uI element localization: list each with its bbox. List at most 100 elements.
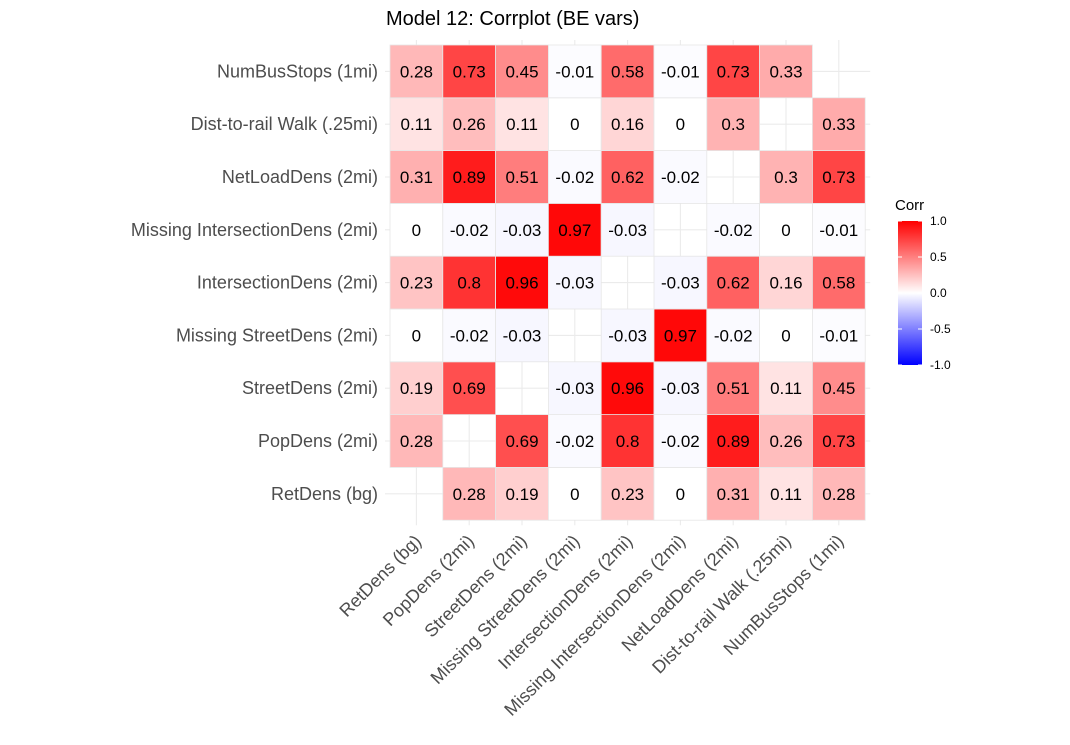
cell-value-label: 0.3 [721, 115, 745, 134]
y-tick-label: RetDens (bg) [271, 484, 378, 504]
cell-value-label: 0.45 [505, 62, 538, 81]
cell-value-label: -0.01 [819, 221, 858, 240]
heatmap-cell [548, 255, 602, 310]
heatmap-cell [442, 97, 496, 152]
cell-value-label: 0.58 [611, 62, 644, 81]
cell-value-label: -0.02 [714, 221, 753, 240]
cell-value-label: -0.02 [450, 221, 489, 240]
cell-value-label: 0.69 [453, 379, 486, 398]
cell-value-label: 0.23 [611, 485, 644, 504]
y-axis-labels: RetDens (bg) PopDens (2mi) StreetDens (2mi… [131, 61, 378, 503]
x-axis-labels: RetDens (bg)PopDens (2mi)StreetDens (2mi… [335, 531, 847, 720]
cell-value-label: -0.03 [555, 274, 594, 293]
cell-value-label: 0.31 [400, 168, 433, 187]
cell-value-label: 0.33 [769, 62, 802, 81]
heatmap-cell [812, 414, 866, 468]
y-tick-label: NumBusStops (1mi) [217, 61, 378, 81]
heatmap-cell [653, 361, 708, 415]
heatmap-cell [759, 466, 813, 521]
cell-value-label: 0.89 [717, 432, 750, 451]
cell-value-label: 0.51 [717, 379, 750, 398]
heatmap-cell [706, 466, 760, 521]
heatmap-cell [548, 414, 602, 468]
cell-value-label: 0.96 [505, 274, 538, 293]
cell-value-label: 0.11 [506, 115, 538, 134]
cell-value-label: 0.73 [822, 168, 855, 187]
heatmap-cell [495, 308, 549, 363]
heatmap-cell [600, 44, 655, 99]
heatmap-cells: 0.28 0.19 0 0.23 0 0.31 0.11 0.28 0.28 0.69 -0.02 0… [389, 44, 866, 521]
heatmap-cell [389, 255, 444, 310]
cell-value-label: 0.96 [611, 379, 644, 398]
cell-value-label: 0.19 [400, 379, 433, 398]
heatmap-cell [706, 308, 760, 363]
legend-ticks: 1.0 0.5 0.0 -0.5 -1.0 [898, 214, 951, 372]
heatmap-cell [600, 414, 655, 468]
heatmap-cell [759, 44, 813, 99]
y-tick-label: Dist-to-rail Walk (.25mi) [191, 114, 378, 134]
heatmap-cell [600, 466, 655, 521]
heatmap-cell [653, 414, 708, 468]
heatmap-cell [600, 361, 655, 415]
cell-value-label: 0.62 [611, 168, 644, 187]
heatmap-cell [653, 466, 708, 521]
y-tick-label: PopDens (2mi) [258, 431, 378, 451]
legend-tick-label: 0.5 [930, 250, 947, 264]
cell-value-label: 0.97 [664, 326, 697, 345]
cell-value-label: 0.16 [611, 115, 644, 134]
cell-value-label: 0.31 [717, 485, 750, 504]
legend-tick-label: 0.0 [930, 286, 947, 300]
cell-value-label: 0.73 [453, 62, 486, 81]
heatmap-cell [442, 308, 496, 363]
heatmap-cell [653, 44, 708, 99]
heatmap-cell [389, 150, 444, 204]
cell-value-label: 0.16 [769, 274, 802, 293]
heatmap-cell [812, 202, 866, 257]
heatmap-cell [706, 97, 760, 152]
cell-value-label: 0 [676, 115, 685, 134]
cell-value-label: 0 [781, 221, 790, 240]
heatmap-cell [495, 414, 549, 468]
cell-value-label: 0.3 [774, 168, 798, 187]
cell-value-label: -0.02 [661, 168, 700, 187]
heatmap-cell [442, 44, 496, 99]
cell-value-label: -0.02 [661, 432, 700, 451]
heatmap-cell [442, 361, 496, 415]
heatmap-cell [706, 255, 760, 310]
cell-value-label: 0.97 [558, 221, 591, 240]
cell-value-label: 0 [412, 221, 421, 240]
heatmap-cell [495, 97, 549, 152]
heatmap-cell [653, 255, 708, 310]
cell-value-label: 0.89 [453, 168, 486, 187]
cell-value-label: -0.03 [661, 379, 700, 398]
cell-value-label: 0.26 [453, 115, 486, 134]
heatmap-cell [600, 308, 655, 363]
heatmap-cell [706, 414, 760, 468]
cell-value-label: -0.03 [661, 274, 700, 293]
cell-value-label: 0.51 [505, 168, 538, 187]
heatmap-cell [389, 414, 444, 468]
cell-value-label: 0.8 [457, 274, 481, 293]
heatmap-cell [548, 97, 602, 152]
cell-value-label: 0 [676, 485, 685, 504]
cell-value-label: -0.03 [503, 326, 542, 345]
cell-value-label: 0.23 [400, 274, 433, 293]
y-tick-label: IntersectionDens (2mi) [197, 273, 378, 293]
y-tick-label: Missing StreetDens (2mi) [176, 325, 378, 345]
heatmap-cell [759, 361, 813, 415]
heatmap-cell [812, 150, 866, 204]
heatmap-cell [759, 202, 813, 257]
cell-value-label: -0.01 [661, 62, 700, 81]
cell-value-label: 0.45 [822, 379, 855, 398]
cell-value-label: 0.11 [770, 379, 802, 398]
cell-value-label: 0.28 [822, 485, 855, 504]
heatmap-cell [389, 44, 444, 99]
cell-value-label: -0.03 [608, 326, 647, 345]
cell-value-label: 0.8 [616, 432, 640, 451]
cell-value-label: 0.26 [769, 432, 802, 451]
cell-value-label: -0.02 [450, 326, 489, 345]
cell-value-label: 0.28 [453, 485, 486, 504]
heatmap-cell [759, 255, 813, 310]
heatmap-cell [812, 255, 866, 310]
